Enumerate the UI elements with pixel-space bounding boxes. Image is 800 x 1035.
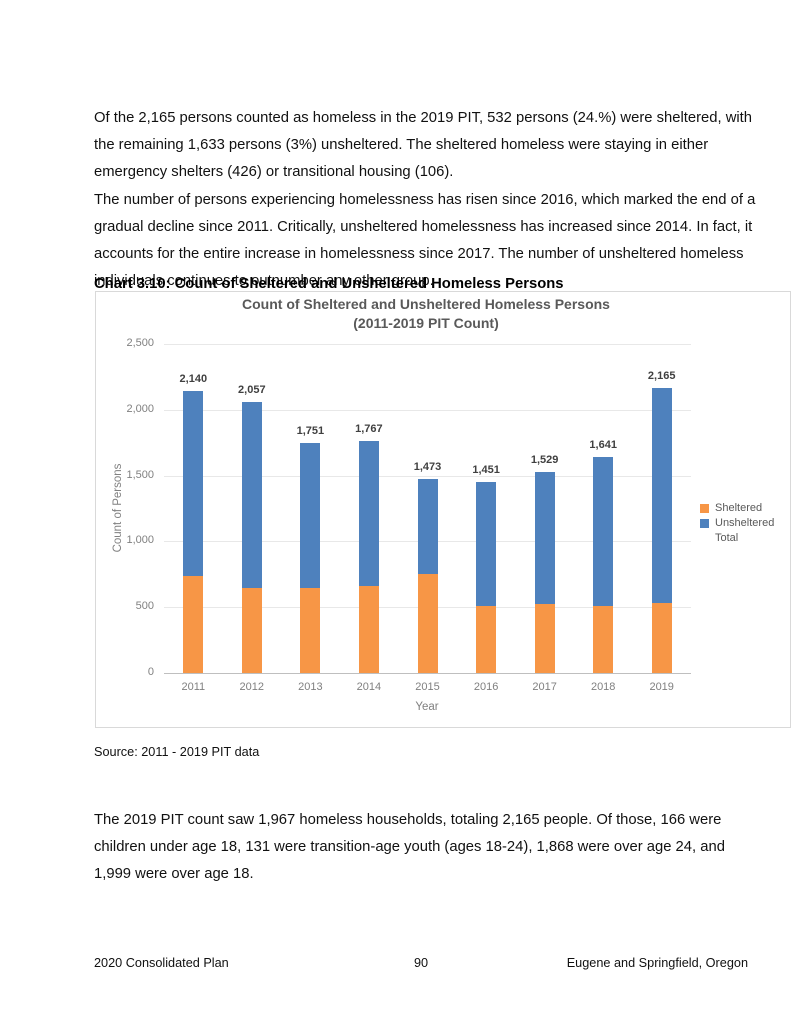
chart-title: Count of Sheltered and Unsheltered Homel… <box>242 296 610 312</box>
chart-legend: Sheltered Unsheltered Total <box>700 502 774 547</box>
bar-2012-sheltered <box>241 588 262 673</box>
chart-subtitle: (2011-2019 PIT Count) <box>353 315 499 331</box>
legend-swatch-unsheltered <box>700 518 709 528</box>
footer-location: Eugene and Springfield, Oregon <box>566 956 748 970</box>
paragraph-trend: The number of persons experiencing homel… <box>94 191 756 289</box>
legend-label: Sheltered <box>715 502 763 514</box>
x-tick-label-2014: 2014 <box>356 681 382 693</box>
paragraph-households: The 2019 PIT count saw 1,967 homeless ho… <box>94 811 725 882</box>
legend-swatch-total <box>700 534 709 543</box>
chart-3-10: Count of Sheltered and Unsheltered Homel… <box>95 291 791 728</box>
total-label-2014: 1,767 <box>355 422 383 435</box>
bar-2014-sheltered <box>358 586 379 673</box>
gridline <box>164 475 691 477</box>
legend-label: Unsheltered <box>715 517 775 529</box>
chart-caption: Chart 3.10: Count of Sheltered and Unshe… <box>94 276 564 292</box>
bar-2011-sheltered <box>183 576 204 673</box>
legend-item-unsheltered: Unsheltered <box>700 517 774 529</box>
legend-item-sheltered: Sheltered <box>700 502 774 514</box>
paragraph-pit-summary: Of the 2,165 persons counted as homeless… <box>94 109 753 180</box>
legend-item-total: Total <box>700 532 774 544</box>
x-tick-label-2016: 2016 <box>473 681 499 693</box>
x-tick-label-2019: 2019 <box>649 681 674 693</box>
x-tick-label-2012: 2012 <box>239 681 265 693</box>
x-tick-label-2017: 2017 <box>532 681 557 693</box>
x-tick-label-2011: 2011 <box>181 681 206 693</box>
x-axis-title: Year <box>415 701 439 713</box>
total-label-2011: 2,140 <box>179 373 208 386</box>
bar-2019-sheltered <box>651 603 672 673</box>
bar-2014-unsheltered <box>358 440 379 587</box>
x-axis-line <box>164 673 691 674</box>
y-tick-label: 2,000 <box>126 402 154 415</box>
bar-2013-sheltered <box>300 588 321 673</box>
bar-2015-sheltered <box>417 573 438 673</box>
bar-2018-unsheltered <box>593 457 614 606</box>
x-tick-label-2013: 2013 <box>298 681 323 693</box>
footer-document-title: 2020 Consolidated Plan <box>94 956 229 970</box>
total-label-2019: 2,165 <box>647 370 676 383</box>
legend-swatch-sheltered <box>700 503 709 513</box>
bar-2015-unsheltered <box>417 479 438 574</box>
y-tick-label: 0 <box>147 666 154 678</box>
gridline <box>164 409 691 411</box>
y-tick-label: 500 <box>135 600 154 613</box>
footer-page-number: 90 <box>413 956 429 970</box>
bar-2018-sheltered <box>593 605 614 673</box>
total-label-2015: 1,473 <box>413 461 442 474</box>
total-label-2012: 2,057 <box>238 384 266 397</box>
bar-2013-unsheltered <box>300 442 321 589</box>
x-tick-label-2015: 2015 <box>415 681 440 693</box>
bar-2011-unsheltered <box>183 391 204 577</box>
total-label-2017: 1,529 <box>530 453 559 466</box>
bar-2017-sheltered <box>534 603 555 673</box>
bar-2012-unsheltered <box>241 402 262 589</box>
bar-2016-unsheltered <box>476 482 497 606</box>
total-label-2016: 1,451 <box>472 464 500 476</box>
bar-2017-unsheltered <box>534 471 555 604</box>
bar-2016-sheltered <box>476 605 497 673</box>
source-note: Source: 2011 - 2019 PIT data <box>94 745 260 759</box>
gridline <box>164 344 691 345</box>
y-tick-label: 1,500 <box>126 468 154 481</box>
legend-label: Total <box>715 532 739 544</box>
y-tick-label: 2,500 <box>126 337 154 349</box>
x-tick-label-2018: 2018 <box>590 681 616 693</box>
total-label-2013: 1,751 <box>296 424 325 437</box>
y-tick-label: 1,000 <box>126 534 154 547</box>
bar-2019-unsheltered <box>651 388 672 603</box>
total-label-2018: 1,641 <box>589 439 617 451</box>
